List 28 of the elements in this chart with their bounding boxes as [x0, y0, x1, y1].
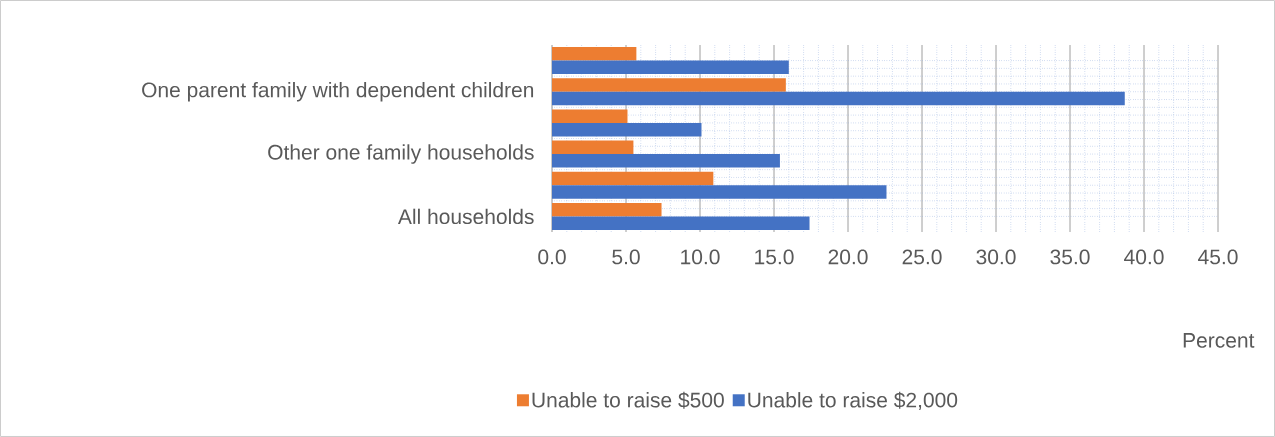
x-tick-label: 0.0 — [538, 249, 566, 265]
bar — [552, 171, 714, 186]
bar — [552, 154, 780, 168]
legend-label: Unable to raise $500 — [532, 391, 724, 409]
bar — [552, 140, 634, 155]
bar — [552, 122, 702, 137]
y-tick-label: One parent family with dependent children — [142, 81, 534, 102]
x-tick-label: 15.0 — [755, 249, 794, 265]
bar — [552, 78, 786, 92]
bar — [552, 60, 789, 75]
bar — [552, 47, 637, 61]
x-tick-label: 5.0 — [612, 249, 640, 265]
x-tick-label: 30.0 — [976, 249, 1016, 265]
legend-label: Unable to raise $2,000 — [748, 391, 958, 410]
y-tick-label: Other one family households — [268, 144, 534, 164]
bar — [552, 216, 810, 230]
x-tick-label: 20.0 — [828, 249, 868, 265]
x-tick-label: 45.0 — [1198, 249, 1238, 265]
x-tick-label: 25.0 — [902, 249, 942, 265]
bar — [552, 185, 887, 199]
bar — [552, 109, 628, 123]
x-tick-label: 35.0 — [1050, 249, 1090, 265]
bar — [552, 202, 662, 217]
bar — [552, 91, 1125, 106]
x-tick-label: 10.0 — [681, 249, 720, 265]
y-tick-label: All households — [397, 208, 534, 225]
x-axis-title: Percent — [1183, 333, 1255, 348]
x-tick-label: 40.0 — [1124, 249, 1164, 265]
